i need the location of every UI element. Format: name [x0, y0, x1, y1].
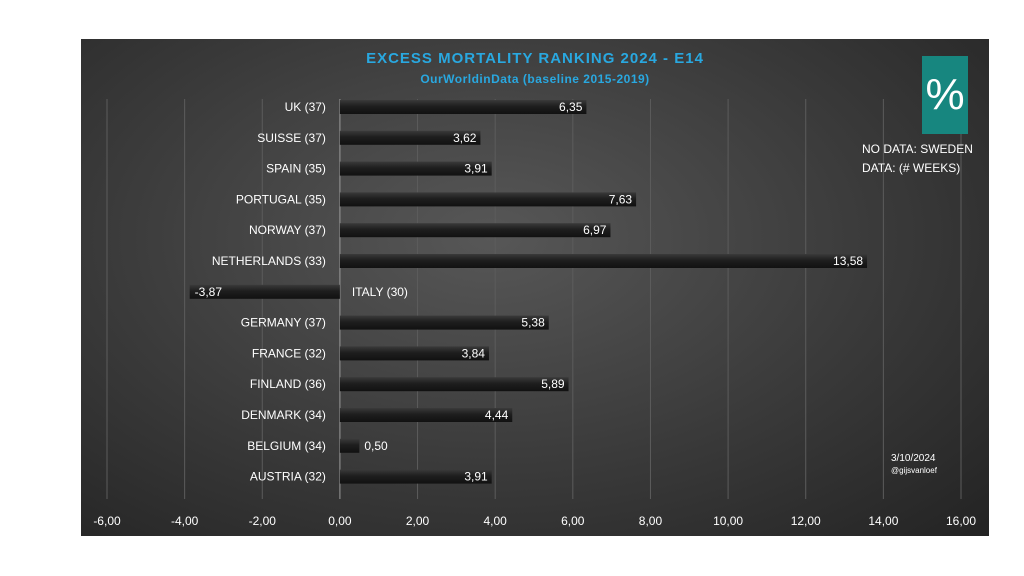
category-label: FRANCE (32): [252, 346, 326, 360]
value-label: 3,91: [464, 470, 488, 484]
value-label: 6,97: [583, 223, 607, 237]
value-label: 13,58: [833, 254, 863, 268]
x-tick-label: -6,00: [93, 514, 121, 528]
bar: [339, 408, 513, 422]
value-label: -3,87: [195, 285, 223, 299]
bar: [339, 438, 360, 453]
category-label: GERMANY (37): [241, 316, 326, 330]
bar-chart-plot: -6,00 -4,00 -2,00 0,00 2,00 4,00 6,00 8,00 10,00…: [93, 99, 976, 528]
no-data-note: NO DATA: SWEDEN: [862, 142, 973, 156]
x-tick-label: 8,00: [639, 514, 663, 528]
chart-title: EXCESS MORTALITY RANKING 2024 - E14: [366, 50, 704, 67]
value-label: 3,84: [462, 346, 486, 360]
bar: [339, 223, 611, 238]
category-label: DENMARK (34): [241, 408, 326, 422]
bar: [339, 377, 569, 392]
category-label: PORTUGAL (35): [236, 192, 326, 206]
chart-panel: -6,00 -4,00 -2,00 0,00 2,00 4,00 6,00 8,00 10,00…: [81, 39, 989, 536]
credit-label: @gijsvanloef: [891, 466, 937, 475]
chart-subtitle: OurWorldinData (baseline 2015-2019): [420, 72, 650, 86]
x-tick-label: 6,00: [561, 514, 585, 528]
bar: [339, 254, 868, 268]
x-tick-label: 10,00: [713, 514, 743, 528]
value-label: 0,50: [364, 439, 388, 453]
x-tick-label: -4,00: [171, 514, 199, 528]
category-label: AUSTRIA (32): [250, 470, 326, 484]
value-label: 3,91: [464, 162, 488, 176]
value-label: 5,89: [541, 377, 565, 391]
bar: [339, 346, 489, 361]
date-label: 3/10/2024: [891, 453, 936, 464]
x-tick-label: 16,00: [946, 514, 976, 528]
bar: [189, 284, 340, 299]
x-tick-label: 14,00: [868, 514, 898, 528]
bar: [339, 192, 637, 207]
x-tick-label: 12,00: [791, 514, 821, 528]
x-tick-label: 4,00: [484, 514, 508, 528]
category-label: SUISSE (37): [257, 131, 326, 145]
value-label: 5,38: [521, 316, 545, 330]
bar: [339, 100, 587, 114]
value-label: 4,44: [485, 408, 509, 422]
value-label: 3,62: [453, 131, 477, 145]
bar: [339, 315, 549, 330]
category-label: NORWAY (37): [249, 223, 326, 237]
category-label: SPAIN (35): [266, 162, 326, 176]
data-weeks-note: DATA: (# WEEKS): [862, 161, 961, 175]
bar: [339, 469, 492, 484]
category-label: FINLAND (36): [250, 377, 326, 391]
category-label: NETHERLANDS (33): [212, 254, 326, 268]
x-tick-label: 2,00: [406, 514, 430, 528]
x-tick-label: -2,00: [249, 514, 277, 528]
x-tick-label: 0,00: [328, 514, 352, 528]
category-label: BELGIUM (34): [247, 439, 326, 453]
value-label: 7,63: [609, 192, 633, 206]
percent-icon: %: [922, 56, 968, 134]
bar: [339, 130, 481, 145]
category-label: ITALY (30): [352, 285, 408, 299]
bar: [339, 161, 492, 176]
value-label: 6,35: [559, 100, 583, 114]
category-label: UK (37): [285, 100, 326, 114]
